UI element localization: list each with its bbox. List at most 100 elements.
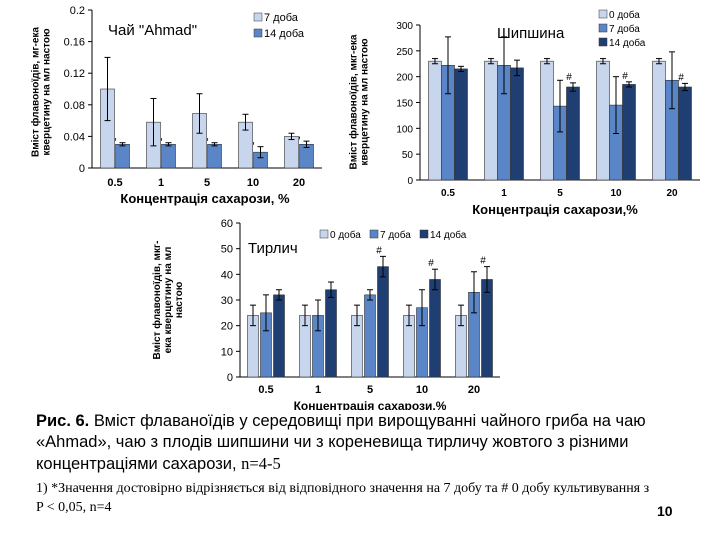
x-axis-label: Концентрація сахарози,% [294, 399, 447, 410]
bar [622, 84, 636, 181]
figure-caption: Рис. 6. Вміст флаваноїдів у середовищі п… [36, 411, 696, 475]
x-tick-label: 0.5 [258, 384, 273, 396]
legend-swatch [419, 229, 429, 239]
caption-text: Вміст флаваноїдів у середовищі при вирощ… [36, 412, 646, 473]
x-tick-label: 10 [416, 384, 428, 396]
y-tick-label: 200 [396, 73, 413, 84]
legend-label: 7 доба [380, 229, 411, 241]
x-tick-label: 5 [557, 188, 563, 199]
chart-title: Шипшина [497, 25, 565, 42]
bar [596, 60, 610, 181]
x-tick-label: 1 [501, 188, 507, 199]
legend-swatch [598, 37, 608, 47]
bar [364, 294, 376, 378]
significance-mark: # [622, 71, 628, 82]
footnote: 1) *Значення достовірно відрізняється ві… [36, 481, 650, 515]
bar [454, 68, 468, 181]
bar [284, 136, 299, 169]
y-tick-label: 10 [221, 346, 233, 358]
y-axis-label: кверцетину на мл настою [360, 38, 371, 166]
bar [481, 279, 493, 378]
bar [207, 144, 222, 169]
y-tick-label: 0.04 [64, 131, 85, 143]
significance-mark: , [114, 131, 117, 143]
y-tick-label: 30 [221, 295, 233, 307]
legend-label: 14 доба [609, 37, 646, 49]
legend-swatch [253, 28, 263, 38]
x-tick-label: 1 [158, 177, 164, 189]
bar [325, 289, 337, 378]
y-axis-label: кверцетину на мл настою [42, 28, 53, 156]
y-tick-label: 0.08 [64, 100, 85, 112]
y-tick-label: 0 [227, 372, 233, 384]
significance-mark: # [566, 72, 572, 83]
y-tick-label: 0.2 [70, 5, 85, 17]
x-tick-label: 20 [666, 188, 678, 199]
y-tick-label: 100 [396, 124, 413, 135]
x-tick-label: 5 [367, 384, 373, 396]
significance-mark: , [206, 131, 209, 143]
y-tick-label: 300 [396, 21, 413, 32]
legend-label: 7 доба [264, 12, 299, 24]
x-tick-label: 5 [204, 177, 210, 189]
y-tick-label: 50 [402, 150, 414, 161]
legend-label: 7 доба [609, 23, 640, 35]
bar [428, 60, 442, 181]
y-tick-label: 150 [396, 99, 413, 110]
legend-swatch [598, 9, 608, 19]
chart-3: 0 10 20 30 40 50 60 0.5 1 #5 #10 #20 Тирлич 0 доба 7 д… [151, 218, 500, 410]
legend-swatch [369, 229, 379, 239]
page-number: 10 [657, 503, 673, 519]
caption-label: Рис. 6. [36, 412, 90, 430]
y-axis-label: Вміст флавоноїдів, мкг-ека [348, 34, 360, 169]
caption-n: n=4-5 [241, 454, 281, 473]
y-tick-label: 20 [221, 321, 233, 333]
chart-title: Тирлич [248, 240, 298, 257]
y-tick-label: 0 [79, 163, 85, 175]
y-tick-label: 0.16 [64, 37, 85, 49]
significance-mark: , [298, 129, 301, 141]
legend-label: 0 доба [330, 229, 361, 241]
significance-mark: , [252, 135, 255, 147]
y-tick-label: 0.12 [64, 68, 85, 80]
x-tick-label: 20 [293, 177, 305, 189]
x-tick-label: 0.5 [441, 188, 455, 199]
bar [540, 60, 554, 181]
y-axis-label: ека кверцетину на мл [163, 247, 174, 354]
bar [484, 60, 498, 181]
bar [115, 144, 130, 169]
x-axis-label: Концентрація сахарози, % [120, 191, 290, 206]
chart-title: Чай "Ahmad" [108, 22, 197, 39]
bar [161, 144, 176, 169]
x-tick-label: 10 [610, 188, 622, 199]
y-axis-label: настою [174, 281, 185, 318]
significance-mark: # [480, 256, 486, 267]
y-axis-label: Вміст флавоноїдів, мкг- [151, 241, 163, 360]
significance-mark: , [160, 131, 163, 143]
y-axis-label: Вміст флавоноїдів, мг-ека [30, 27, 42, 157]
bar [429, 279, 441, 378]
bar [273, 294, 285, 378]
legend-swatch [253, 12, 263, 22]
y-tick-label: 0 [407, 176, 413, 187]
chart-1: 0 0.04 0.08 0.12 0.16 0.2, 0.5, 1, 5, 10, 20 Чай "A… [30, 5, 322, 206]
legend-label: 14 доба [430, 229, 467, 241]
x-tick-label: 20 [468, 384, 480, 396]
legend-swatch [319, 229, 329, 239]
x-tick-label: 0.5 [107, 177, 122, 189]
y-tick-label: 50 [221, 244, 233, 256]
y-tick-label: 60 [221, 218, 233, 230]
legend-label: 14 доба [264, 28, 305, 40]
bar [566, 86, 580, 181]
bar [678, 86, 692, 181]
bar [510, 67, 524, 181]
significance-mark: # [428, 258, 434, 269]
legend-swatch [598, 23, 608, 33]
significance-mark: # [376, 245, 382, 256]
x-tick-label: 1 [315, 384, 321, 396]
bar [377, 266, 389, 378]
x-tick-label: 10 [247, 177, 259, 189]
chart-2: 0 50 100 150 200 250 300 0.5 1 #5 #10 #20 Шипшина 0 д… [348, 9, 700, 217]
x-axis-label: Концентрація сахарози,% [472, 202, 638, 217]
